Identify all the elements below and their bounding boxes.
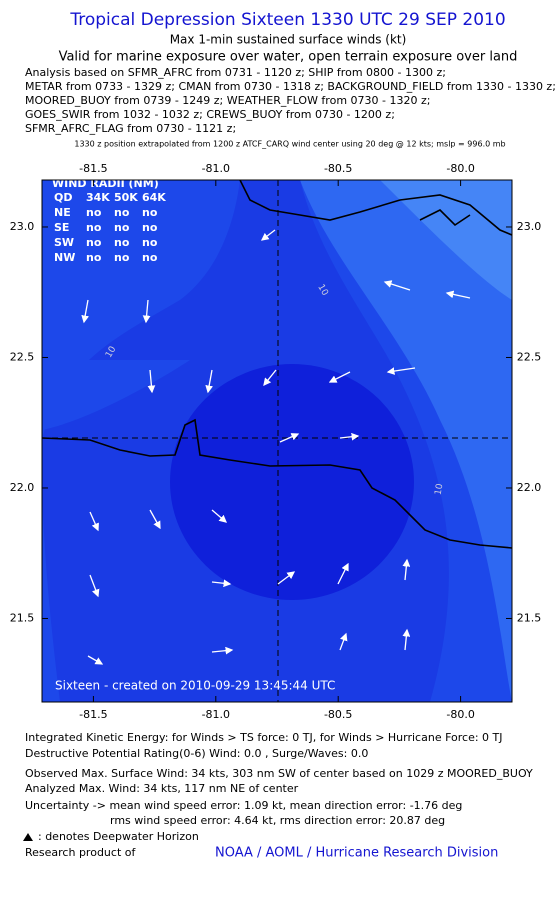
- wind-arrow: [445, 290, 471, 299]
- map-frame: [41, 179, 513, 703]
- analysis-line: METAR from 0733 - 1329 z; CMAN from 0730…: [25, 80, 556, 93]
- radii-header: 64K: [142, 191, 166, 204]
- footer-line: Uncertainty -> mean wind speed error: 1.…: [25, 799, 462, 812]
- coastline: [239, 180, 512, 236]
- coastline: [42, 418, 512, 549]
- y-tick-label: 22.5: [10, 350, 35, 363]
- footer-line: Integrated Kinetic Energy: for Winds > T…: [25, 731, 503, 744]
- analysis-line: GOES_SWIR from 1032 - 1032 z; CREWS_BUOY…: [25, 108, 395, 121]
- research-label: Research product of: [25, 846, 136, 859]
- wind-arrow: [383, 280, 411, 291]
- radii-cell: no: [86, 206, 102, 219]
- title: Tropical Depression Sixteen 1330 UTC 29 …: [69, 10, 505, 30]
- wind-vectors: [81, 229, 471, 665]
- radii-header: QD: [54, 191, 72, 204]
- y-tick-label: 22.5: [517, 350, 542, 363]
- wind-arrow: [89, 511, 99, 532]
- y-tick-label: 21.5: [517, 611, 542, 624]
- radii-cell: no: [86, 251, 102, 264]
- wind-arrow: [339, 432, 360, 441]
- x-tick-label: -81.5: [79, 708, 107, 721]
- footer-line: Destructive Potential Rating(0-6) Wind: …: [25, 747, 368, 760]
- x-tick-label: -80.5: [324, 708, 352, 721]
- radii-cell: SW: [54, 236, 74, 249]
- wind-arrow: [402, 628, 411, 651]
- contour-region: [380, 180, 512, 300]
- wind-arrow: [89, 574, 100, 598]
- radii-cell: no: [86, 221, 102, 234]
- y-tick-label: 22.0: [10, 481, 35, 494]
- radii-cell: no: [142, 221, 158, 234]
- radii-cell: no: [114, 206, 130, 219]
- footer-line: Analyzed Max. Wind: 34 kts, 117 nm NE of…: [25, 782, 299, 795]
- contour-region: [42, 360, 190, 430]
- wind-arrow: [211, 509, 227, 523]
- y-tick-label: 23.0: [517, 220, 542, 233]
- y-tick-label: 23.0: [10, 220, 35, 233]
- contour-label: 10: [434, 483, 446, 496]
- footer-line: rms wind speed error: 4.64 kt, rms direc…: [110, 814, 445, 827]
- radii-cell: no: [142, 251, 158, 264]
- legend-note: : denotes Deepwater Horizon: [38, 830, 199, 843]
- radii-cell: NW: [54, 251, 75, 264]
- platform-icon: [23, 833, 33, 841]
- x-tick-label: -80.0: [446, 708, 474, 721]
- contour-region: [170, 364, 414, 600]
- radii-cell: no: [114, 251, 130, 264]
- wind-arrow: [260, 229, 276, 241]
- wind-arrow: [211, 579, 232, 588]
- radii-cell: no: [86, 236, 102, 249]
- analysis-lines: Analysis based on SFMR_AFRC from 0731 - …: [25, 66, 556, 135]
- valid-line: Valid for marine exposure over water, op…: [59, 50, 518, 65]
- wind-arrow: [277, 571, 296, 585]
- position-note: 1330 z position extrapolated from 1200 z…: [74, 140, 505, 149]
- wind-arrow: [142, 299, 151, 324]
- wind-arrow: [263, 369, 277, 387]
- wind-arrow: [339, 632, 348, 651]
- analysis-line: MOORED_BUOY from 0739 - 1249 z; WEATHER_…: [25, 94, 430, 107]
- x-tick-label: -80.0: [446, 162, 474, 175]
- analysis-line: SFMR_AFRC_FLAG from 0730 - 1121 z;: [25, 122, 236, 135]
- wind-arrow: [386, 367, 416, 375]
- contour-region: [300, 180, 512, 702]
- x-tick-label: -81.0: [202, 708, 230, 721]
- radii-cell: SE: [54, 221, 69, 234]
- map-credit: Sixteen - created on 2010-09-29 13:45:44…: [55, 679, 335, 693]
- subtitle: Max 1-min sustained surface winds (kt): [170, 33, 407, 47]
- y-tick-label: 22.0: [517, 481, 542, 494]
- y-tick-label: 21.5: [10, 611, 35, 624]
- wind-arrow: [279, 433, 300, 443]
- analysis-line: Analysis based on SFMR_AFRC from 0731 - …: [25, 66, 446, 79]
- wind-arrow: [147, 369, 156, 394]
- coastline: [419, 209, 471, 227]
- radii-title: WIND RADII (NM): [52, 177, 159, 190]
- wind-arrow: [205, 369, 213, 394]
- radii-cell: no: [114, 221, 130, 234]
- wind-arrow: [81, 299, 89, 324]
- x-tick-label: -81.0: [202, 162, 230, 175]
- footer-line: Observed Max. Surface Wind: 34 kts, 303 …: [25, 767, 533, 780]
- wind-arrow: [337, 562, 349, 585]
- x-tick-label: -81.5: [79, 162, 107, 175]
- wind-arrow: [328, 371, 351, 383]
- axes: -81.5 -81.5 -81.0 -81.0 -80.5 -80.5 -80.0 -80.0…: [10, 162, 542, 721]
- wind-arrow: [402, 558, 411, 581]
- radii-header: 50K: [114, 191, 138, 204]
- radii-cell: no: [114, 236, 130, 249]
- wind-arrow: [87, 655, 104, 665]
- radii-header: 34K: [86, 191, 110, 204]
- x-tick-label: -80.5: [324, 162, 352, 175]
- radii-cell: no: [142, 206, 158, 219]
- radii-cell: no: [142, 236, 158, 249]
- radii-cell: NE: [54, 206, 71, 219]
- wind-arrow: [211, 646, 234, 655]
- footer: Integrated Kinetic Energy: for Winds > T…: [25, 731, 533, 827]
- wind-arrow: [149, 509, 161, 530]
- research-link[interactable]: NOAA / AOML / Hurricane Research Divisio…: [215, 846, 498, 861]
